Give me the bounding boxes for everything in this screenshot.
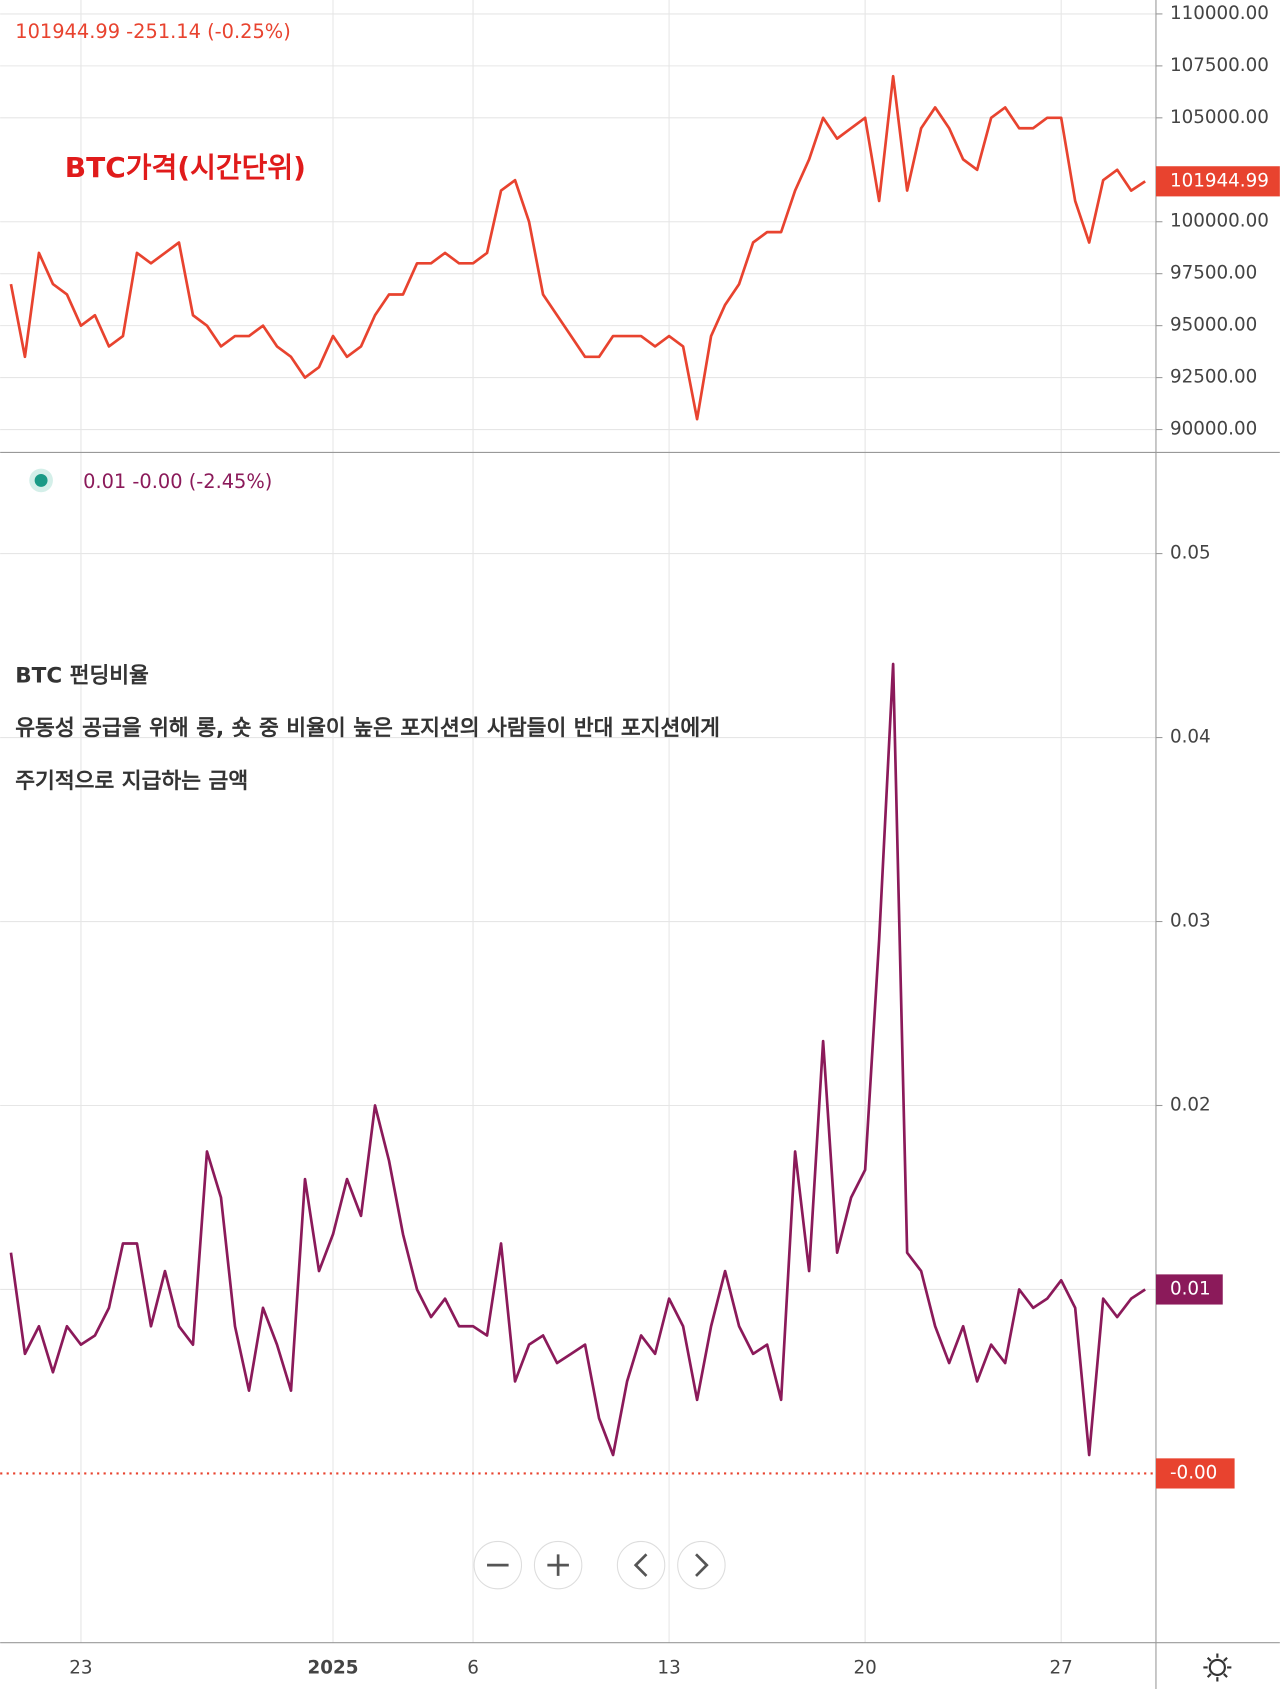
y-tick-label: 105000.00 — [1170, 107, 1269, 128]
price-title: BTC가격(시간단위) — [65, 151, 306, 184]
y-tick-label: 0.04 — [1170, 727, 1211, 748]
y-tick-label: 100000.00 — [1170, 211, 1269, 232]
price-header: 101944.99 -251.14 (-0.25%) — [15, 20, 291, 43]
scroll-left-icon — [633, 1553, 648, 1577]
zoom-controls — [473, 1540, 726, 1590]
x-tick-label: 20 — [853, 1658, 876, 1679]
y-tick-label: 0.05 — [1170, 543, 1211, 564]
y-tick-label: 0.02 — [1170, 1094, 1211, 1115]
settings-icon — [1208, 1658, 1226, 1677]
y-tick-label: 97500.00 — [1170, 263, 1257, 284]
scroll-right-icon — [695, 1553, 709, 1577]
settings-button[interactable] — [1203, 1653, 1232, 1682]
funding-header: 0.01 -0.00 (-2.45%) — [83, 470, 272, 493]
scroll-right-button[interactable] — [677, 1540, 726, 1590]
y-tick-label: 0.03 — [1170, 911, 1211, 932]
grid — [0, 0, 1156, 1643]
reference-badge — [1155, 1458, 1235, 1489]
scroll-left-button[interactable] — [616, 1540, 666, 1590]
zoom-in-icon — [547, 1554, 569, 1576]
settings-icon-rays — [1203, 1653, 1232, 1682]
y-tick-label: 95000.00 — [1170, 315, 1257, 336]
annotation: 주기적으로 지급하는 금액 — [15, 769, 248, 794]
legend-dot — [34, 473, 48, 487]
annotation: 유동성 공급을 위해 롱, 숏 중 비율이 높은 포지션의 사람들이 반대 포지… — [15, 716, 720, 741]
last-value-badge — [1155, 166, 1280, 197]
x-tick-label: 2025 — [308, 1658, 359, 1679]
y-tick-label: 90000.00 — [1170, 419, 1257, 440]
last-value-badge — [1155, 1274, 1223, 1305]
x-tick-label: 23 — [69, 1658, 92, 1679]
data-line — [9, 662, 1146, 1457]
x-tick-label: 13 — [657, 1658, 680, 1679]
x-tick-label: 6 — [467, 1658, 479, 1679]
y-tick-label: 107500.00 — [1170, 55, 1269, 76]
data-line — [9, 74, 1146, 421]
annotation: BTC 펀딩비율 — [15, 663, 149, 688]
last-value-label: 0.01 — [1170, 1278, 1211, 1299]
reference-label: -0.00 — [1170, 1462, 1217, 1483]
y-tick-label: 92500.00 — [1170, 367, 1257, 388]
x-tick-label: 27 — [1050, 1658, 1073, 1679]
y-tick-label: 110000.00 — [1170, 3, 1269, 24]
last-value-label: 101944.99 — [1170, 170, 1269, 191]
